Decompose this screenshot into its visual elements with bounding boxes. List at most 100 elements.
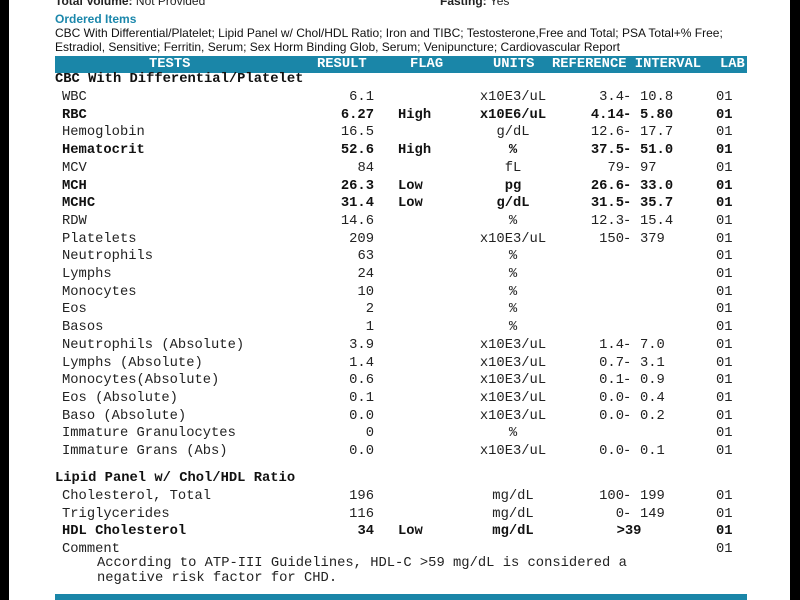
units: % [508,213,518,229]
test-name: Neutrophils (Absolute) [62,337,245,353]
result-value: 10 [357,284,374,300]
reference-high: 51.0 [640,143,674,159]
reference-dash: - [623,160,632,176]
table-row: Triglycerides 116 mg/dL 0-149 01 [9,506,790,524]
result-value: 116 [349,506,374,522]
test-name: Immature Granulocytes [62,426,236,442]
result-value: 0.0 [349,408,374,424]
section-title-cbc: CBC With Differential/Platelet [55,72,304,87]
reference-high: 379 [640,231,665,247]
table-row: MCHC 31.4 Low g/dL 31.5-35.7 01 [9,195,790,213]
flag: Low [398,196,423,212]
lab-code: 01 [716,373,733,389]
table-row: Comment 01 [9,541,790,559]
result-value: 6.27 [340,107,374,123]
lab-code: 01 [716,196,733,212]
result-value: 0.0 [349,444,374,459]
reference-dash: - [623,408,632,424]
test-name: Monocytes(Absolute) [62,373,220,389]
reference-high: 199 [640,489,665,504]
lab-code: 01 [716,355,733,371]
result-value: 2 [365,302,374,318]
units: % [508,426,518,442]
reference-dash: - [623,355,632,371]
units: x10E6/uL [479,107,547,123]
result-value: 63 [357,249,374,265]
result-value: 14.6 [340,213,374,229]
reference-high: 0.9 [640,373,665,389]
lab-code: 01 [716,506,733,522]
reference-dash: - [623,213,632,229]
reference-low: 0.0 [599,390,624,406]
units: mg/dL [492,489,534,504]
test-name: Basos [62,320,104,336]
reference-dash: - [623,125,632,141]
test-name: WBC [62,90,87,105]
reference-low: 3.4 [599,90,624,105]
test-name: MCH [62,178,87,194]
table-row: Immature Granulocytes 0% 01 [9,425,790,443]
test-name: Lymphs [62,267,112,282]
result-value: 6.1 [349,90,374,105]
result-value: 209 [349,231,374,247]
section-title-lipid: Lipid Panel w/ Chol/HDL Ratio [55,471,296,486]
result-value: 24 [357,267,374,282]
units: % [508,143,518,159]
total-volume: Total Volume: Not Provided [55,0,206,8]
lab-code: 01 [716,267,733,282]
reference-dash: - [623,489,632,504]
reference-high: 3.1 [640,355,665,371]
lab-code: 01 [716,284,733,300]
flag: Low [398,524,423,540]
reference-high: 7.0 [640,337,665,353]
test-name: RBC [62,107,87,123]
lab-code: 01 [716,426,733,442]
reference-dash: - [623,143,632,159]
col-tests: TESTS [149,57,191,72]
units: x10E3/uL [479,355,547,371]
table-row: Basos 1% 01 [9,319,790,337]
col-result: RESULT [317,57,367,72]
table-header: TESTS RESULT FLAG UNITS REFERENCE INTERV… [55,56,747,73]
units: % [508,284,518,300]
reference-low: 0.1 [599,373,624,389]
table-row: Hematocrit 52.6 High% 37.5-51.0 01 [9,142,790,160]
table-row: Platelets 209 x10E3/uL 150-379 01 [9,231,790,249]
table-row: MCV 84 fL 79-97 01 [9,160,790,178]
reference-high: 0.1 [640,444,665,459]
reference-high: 35.7 [640,196,674,212]
reference-low: 26.6 [590,178,624,194]
units: g/dL [496,196,530,212]
reference-high: 10.8 [640,90,674,105]
result-value: 196 [349,489,374,504]
reference-low: 0.0 [599,444,624,459]
col-lab: LAB [720,57,745,72]
reference-high: 0.2 [640,408,665,424]
units: x10E3/uL [479,408,547,424]
lab-code: 01 [716,160,733,176]
lab-code: 01 [716,320,733,336]
test-name: Neutrophils [62,249,154,265]
hdl-comment: According to ATP-III Guidelines, HDL-C >… [97,556,627,586]
test-name: HDL Cholesterol [62,524,187,540]
reference-dash: - [623,506,632,522]
table-row: Eos 2% 01 [9,301,790,319]
lab-code: 01 [716,337,733,353]
result-value: 34 [357,524,374,540]
test-name: Eos [62,302,87,318]
units: x10E3/uL [479,231,547,247]
test-name: Hemoglobin [62,125,145,141]
reference-high: 33.0 [640,178,674,194]
reference-dash: - [623,444,632,459]
units: x10E3/uL [479,390,547,406]
result-value: 1.4 [349,355,374,371]
units: fL [504,160,522,176]
units: mg/dL [492,524,534,540]
table-row: Immature Grans (Abs) 0.0 x10E3/uL 0.0-0.1 01 [9,443,790,461]
reference-low: 150 [599,231,624,247]
result-value: 0.1 [349,390,374,406]
test-name: Baso (Absolute) [62,408,187,424]
test-name: Comment [62,542,120,558]
result-value: 26.3 [340,178,374,194]
reference-high: 5.80 [640,107,674,123]
